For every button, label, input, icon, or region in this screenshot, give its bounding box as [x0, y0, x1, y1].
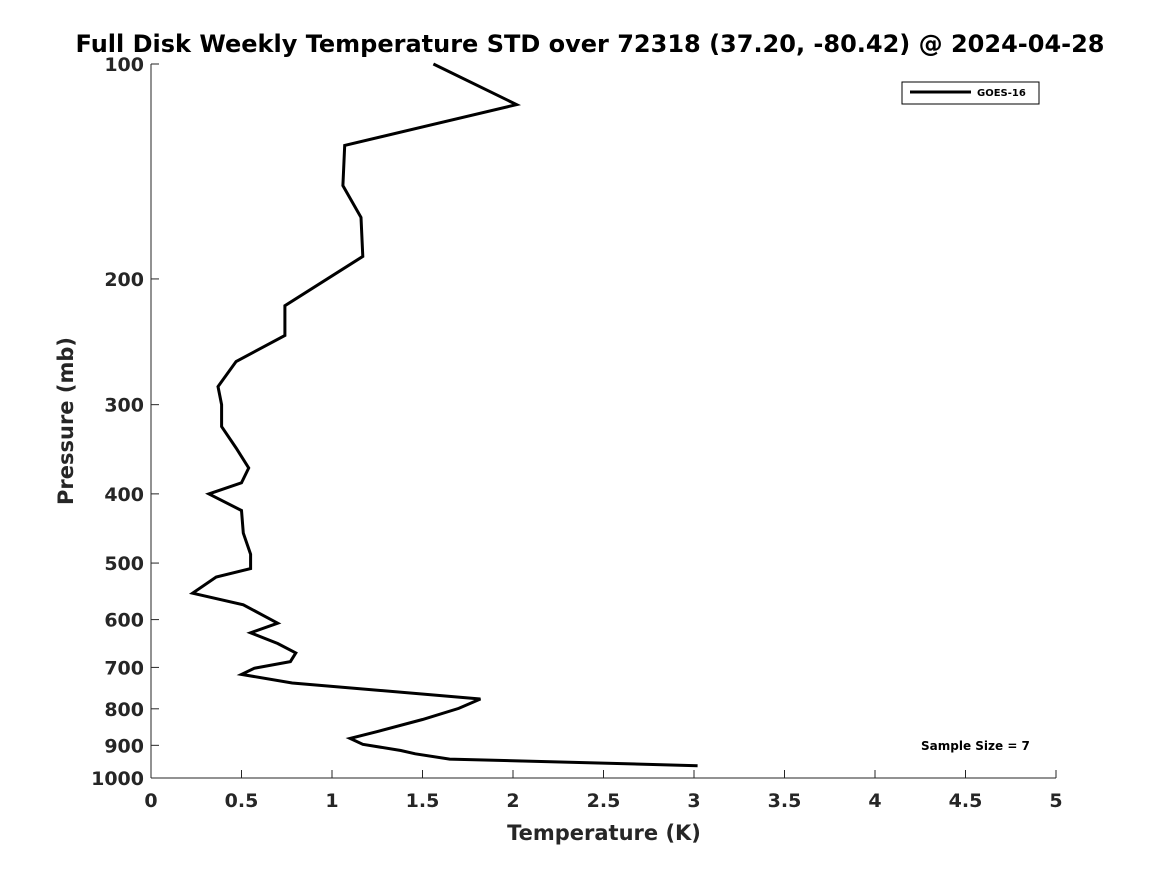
x-tick-label: 1.5	[406, 790, 440, 812]
legend: GOES-16	[901, 81, 1040, 105]
legend-label-goes-16: GOES-16	[977, 88, 1026, 99]
x-tick-label: 0	[144, 790, 157, 812]
y-tick-label: 300	[104, 395, 144, 417]
y-axis-ticks: 100 200 300 400 500 600 700 800 900 1000	[91, 54, 159, 790]
x-tick-label: 4.5	[949, 790, 983, 812]
x-axis-label: Temperature (K)	[507, 821, 701, 845]
x-tick-label: 1	[325, 790, 338, 812]
y-tick-label: 600	[104, 610, 144, 632]
y-tick-label: 400	[104, 484, 144, 506]
series-layer	[188, 62, 698, 768]
y-tick-label: 800	[104, 699, 144, 721]
x-tick-label: 3	[687, 790, 700, 812]
y-tick-label: 100	[104, 54, 144, 76]
sample-size-annotation: Sample Size = 7	[921, 739, 1030, 753]
y-tick-label: 700	[104, 657, 144, 679]
x-tick-label: 3.5	[768, 790, 802, 812]
y-tick-label: 200	[104, 269, 144, 291]
x-tick-label: 5	[1049, 790, 1062, 812]
series-line-goes-16	[188, 62, 698, 768]
y-tick-label: 900	[104, 735, 144, 757]
x-tick-label: 2.5	[587, 790, 621, 812]
x-tick-label: 2	[506, 790, 519, 812]
x-axis-ticks: 0 0.5 1 1.5 2 2.5 3 3.5 4 4.5 5	[144, 770, 1063, 812]
y-axis-label: Pressure (mb)	[54, 337, 78, 505]
chart-title: Full Disk Weekly Temperature STD over 72…	[76, 30, 1105, 58]
x-tick-label: 0.5	[225, 790, 259, 812]
y-tick-label: 1000	[91, 768, 144, 790]
x-tick-label: 4	[868, 790, 881, 812]
y-tick-label: 500	[104, 553, 144, 575]
